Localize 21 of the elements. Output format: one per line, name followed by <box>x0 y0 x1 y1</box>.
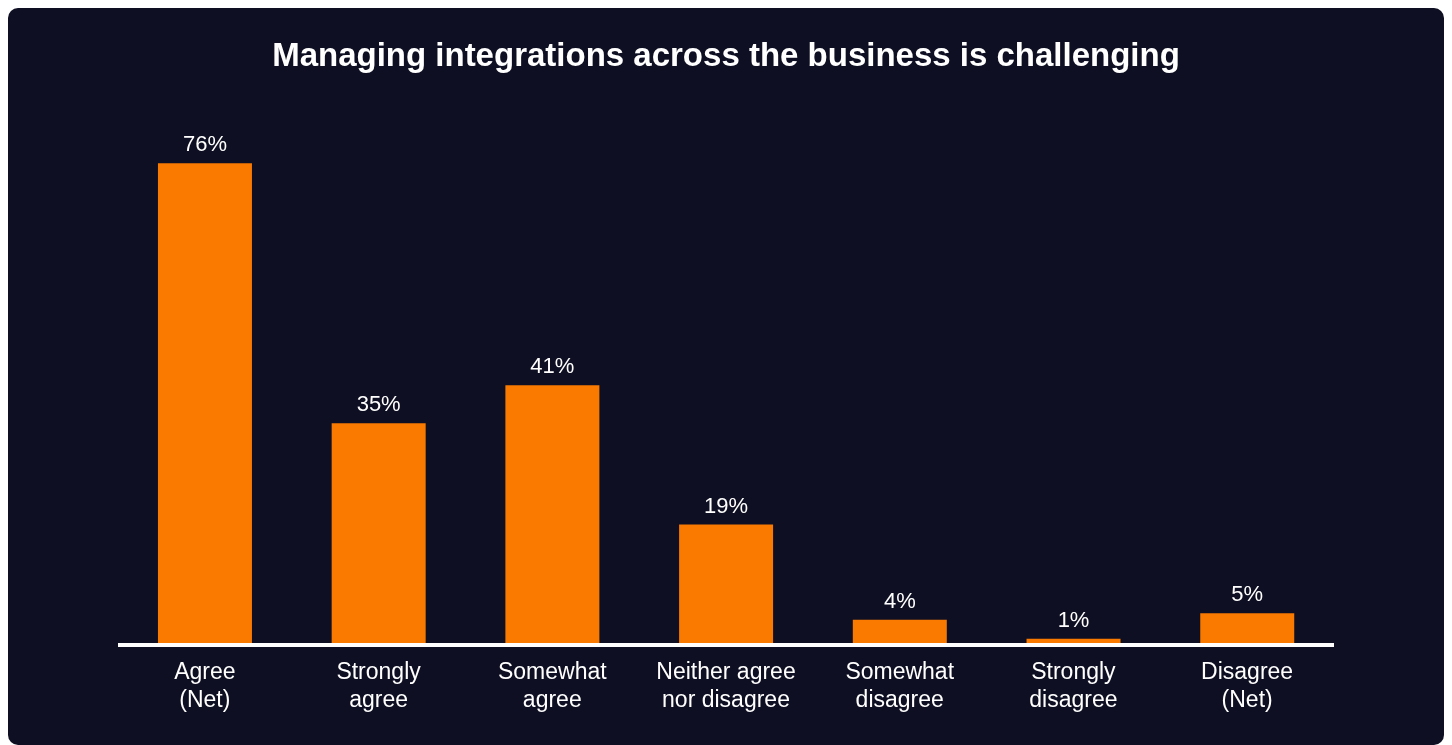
data-label: 4% <box>883 587 916 613</box>
bar <box>679 524 774 645</box>
bar <box>852 619 947 645</box>
x-tick-label: Strongly agree <box>336 658 422 712</box>
x-tick-label: Strongly disagree <box>1029 658 1118 712</box>
data-label: 1% <box>1057 606 1090 632</box>
data-label: 19% <box>704 492 749 518</box>
data-label: 35% <box>356 391 401 417</box>
x-tick-label: Somewhat agree <box>497 658 608 712</box>
data-label: 76% <box>182 131 227 157</box>
data-label: 5% <box>1231 581 1264 607</box>
data-label: 41% <box>530 353 575 379</box>
bar <box>1200 613 1295 645</box>
x-tick-label: Neither agree nor disagree <box>656 658 796 712</box>
bar <box>331 423 426 645</box>
chart-title: Managing integrations across the business is challenging <box>271 36 1181 74</box>
bar <box>505 385 600 645</box>
bar <box>157 163 252 645</box>
x-tick-label: Disagree (Net) <box>1201 658 1294 712</box>
x-tick-label: Somewhat disagree <box>845 658 955 712</box>
x-tick-label: Agree (Net) <box>174 658 236 712</box>
